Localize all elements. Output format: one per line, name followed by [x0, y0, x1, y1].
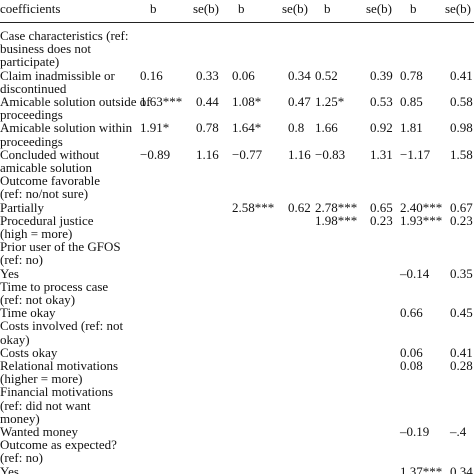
- cell: 0.06: [400, 344, 423, 360]
- cell: −0.89: [140, 146, 171, 162]
- cell: 0.53: [370, 94, 393, 109]
- cell: 0.67: [450, 199, 473, 215]
- cell: 1.16: [196, 146, 219, 162]
- row-label: (ref: not okay): [0, 292, 76, 307]
- column-header: b: [238, 1, 245, 16]
- header-label: coefficients: [0, 1, 61, 16]
- row-label: Amicable solution within: [0, 120, 133, 136]
- row-label: participate): [0, 54, 60, 70]
- cell: 0.39: [370, 67, 393, 83]
- row-label: (ref: no/not sure): [0, 186, 89, 202]
- cell: –0.14: [400, 265, 430, 281]
- cell: 1.31: [370, 146, 393, 162]
- cell: 0.65: [370, 199, 393, 215]
- row-label: (ref: no): [0, 450, 43, 466]
- cell: 1.81: [400, 120, 423, 136]
- row-label: Time okay: [0, 305, 56, 321]
- cell: 1.25*: [315, 94, 345, 109]
- row-label: Wanted money: [0, 424, 79, 439]
- cell: 0.78: [400, 67, 423, 83]
- cell: 0.44: [196, 94, 219, 109]
- row-label: Concluded without: [0, 146, 100, 162]
- cell: 1.66: [315, 120, 338, 136]
- cell: 0.47: [288, 94, 311, 109]
- row-label: business does not: [0, 41, 91, 57]
- cell: 1.16: [288, 146, 311, 162]
- row-label: Time to process case: [0, 278, 109, 294]
- cell: −0.83: [315, 146, 346, 162]
- cell: 0.23: [450, 212, 473, 228]
- cell: 1.63***: [140, 94, 183, 109]
- cell: 0.06: [232, 67, 255, 83]
- row-label: Amicable solution outside of: [0, 94, 151, 109]
- row-label: Outcome as expected?: [0, 437, 117, 453]
- cell: 1.91*: [140, 120, 170, 136]
- column-header: se(b): [193, 1, 219, 16]
- column-header: se(b): [282, 1, 308, 16]
- row-label: proceedings: [0, 133, 63, 149]
- row-label: Yes: [0, 265, 19, 281]
- cell: 0.45: [450, 305, 473, 321]
- row-label: Procedural justice: [0, 212, 94, 228]
- column-header: b: [410, 1, 417, 16]
- cell: 0.58: [450, 94, 473, 109]
- header-rule: [0, 22, 474, 23]
- row-label: Costs okay: [0, 344, 58, 360]
- cell: 0.98: [450, 120, 473, 136]
- cell: –.4: [450, 424, 467, 439]
- row-label: Outcome favorable: [0, 173, 100, 189]
- cell: 1.58: [450, 146, 473, 162]
- cell: −0.77: [232, 146, 263, 162]
- row-label: Claim inadmissible or: [0, 67, 115, 83]
- cell: 2.58***: [232, 199, 275, 215]
- cell: 0.35: [450, 265, 473, 281]
- row-label: Partially: [0, 199, 45, 215]
- cell: 0.33: [196, 67, 219, 83]
- cell: 0.34: [450, 463, 473, 474]
- cell: 0.16: [140, 67, 163, 83]
- cell: −1.17: [400, 146, 431, 162]
- row-label: (high = more): [0, 226, 73, 241]
- cell: 0.52: [315, 67, 338, 83]
- cell: 0.62: [288, 199, 311, 215]
- row-label: okay): [0, 331, 30, 347]
- cell: 0.28: [450, 358, 473, 373]
- row-label: Costs involved (ref: not: [0, 318, 124, 334]
- cell: 0.08: [400, 358, 423, 373]
- row-label: proceedings: [0, 107, 63, 123]
- cell: 2.78***: [315, 199, 358, 215]
- cell: –0.19: [400, 424, 430, 439]
- cell: 0.92: [370, 120, 393, 136]
- row-label: amicable solution: [0, 160, 93, 175]
- cell: 1.98***: [315, 212, 358, 228]
- row-label: Relational motivations: [0, 358, 119, 373]
- cell: 1.37***: [400, 463, 443, 474]
- cell: 2.40***: [400, 199, 443, 215]
- cell: 1.64*: [232, 120, 262, 136]
- cell: 0.41: [450, 67, 473, 83]
- cell: 0.8: [288, 120, 305, 136]
- row-label: Financial motivations: [0, 384, 114, 400]
- column-header: b: [324, 1, 331, 16]
- row-label: Prior user of the GFOS: [0, 239, 121, 255]
- row-label: money): [0, 410, 40, 426]
- column-header: se(b): [366, 1, 392, 16]
- cell: 0.66: [400, 305, 423, 321]
- cell: 0.41: [450, 344, 473, 360]
- cell: 0.85: [400, 94, 423, 109]
- row-label: (ref: no): [0, 252, 43, 268]
- column-header: se(b): [445, 1, 471, 16]
- cell: 0.78: [196, 120, 219, 136]
- row-label: (higher = more): [0, 371, 83, 387]
- row-label: Yes: [0, 463, 19, 474]
- cell: 1.08*: [232, 94, 262, 109]
- row-label: (ref: did not want: [0, 397, 91, 413]
- row-label: Case characteristics (ref:: [0, 28, 129, 43]
- column-header: b: [150, 1, 157, 16]
- cell: 0.23: [370, 212, 393, 228]
- cell: 0.34: [288, 67, 311, 83]
- cell: 1.93***: [400, 212, 443, 228]
- row-label: discontinued: [0, 80, 67, 96]
